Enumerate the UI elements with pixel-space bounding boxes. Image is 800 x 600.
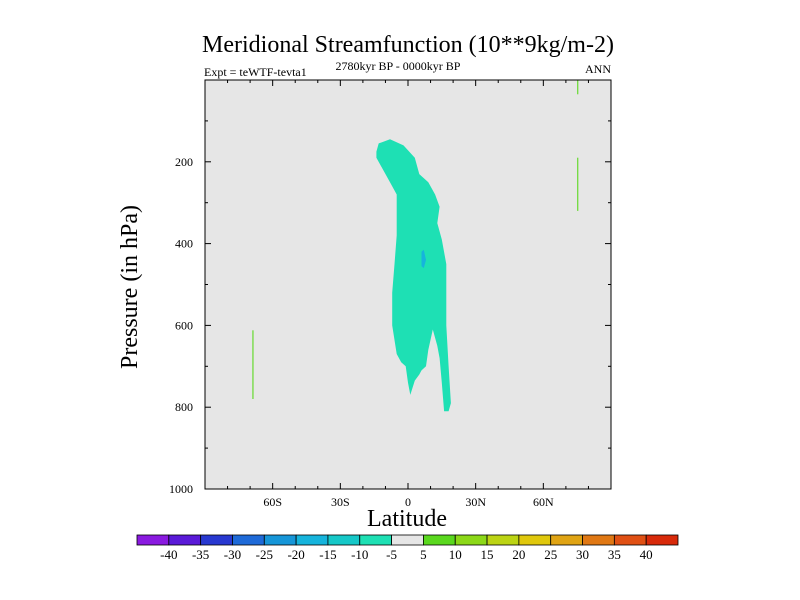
colorbar-swatch [582, 534, 615, 546]
colorbar-label: 35 [608, 547, 621, 562]
colorbar-label: 15 [481, 547, 494, 562]
colorbar-swatch [327, 534, 361, 546]
colorbar-swatch [168, 534, 202, 546]
x-tick-label: 60S [263, 495, 282, 509]
y-tick-label: 600 [175, 318, 193, 332]
contour-region-4 [577, 157, 579, 211]
colorbar-swatch [232, 534, 265, 546]
colorbar-label: -40 [160, 547, 177, 562]
y-tick-label: 400 [175, 237, 193, 251]
colorbar-swatch [136, 534, 170, 546]
x-axis-label: Latitude [367, 506, 447, 532]
colorbar-swatch [200, 534, 233, 546]
colorbar-label: 30 [576, 547, 589, 562]
y-tick-label: 200 [175, 155, 193, 169]
colorbar-swatch [391, 534, 424, 546]
y-tick-label: 1000 [169, 482, 193, 496]
colorbar-label: -25 [256, 547, 273, 562]
y-axis-label: Pressure (in hPa) [117, 205, 143, 369]
colorbar-swatch [486, 534, 520, 546]
x-tick-label: 0 [405, 495, 411, 509]
colorbar-label: 10 [449, 547, 462, 562]
contour-region-2 [252, 330, 254, 399]
colorbar-swatch [423, 534, 456, 546]
chart-title: Meridional Streamfunction (10**9kg/m-2) [202, 32, 614, 58]
x-tick-label: 60N [533, 495, 554, 509]
x-tick-label: 30S [331, 495, 350, 509]
contour-region-1 [421, 249, 426, 269]
center-subtitle: 2780kyr BP - 0000kyr BP [336, 59, 461, 73]
colorbar-label: 20 [512, 547, 525, 562]
colorbar-label: 25 [544, 547, 557, 562]
colorbar-label: -35 [192, 547, 209, 562]
colorbar-label: -30 [224, 547, 241, 562]
colorbar-swatch [613, 534, 647, 546]
axis-ticks: 60S 30S 0 30N 60N 200 400 600 800 1000 [169, 80, 611, 509]
colorbar-label: 40 [640, 547, 653, 562]
colorbar-swatch [550, 534, 583, 546]
colorbar-swatch [263, 534, 297, 546]
x-tick-label: 30N [465, 495, 486, 509]
colorbar-swatch [295, 534, 329, 546]
colorbar: -40 -35 -30 -25 -20 -15 -10 -5 5 10 15 20 25 30 35 40 [136, 534, 679, 562]
colorbar-swatch [454, 534, 488, 546]
left-subtitle: Expt = teWTF-tevta1 [204, 65, 307, 79]
contour-region-3 [577, 80, 579, 95]
colorbar-label: -20 [287, 547, 304, 562]
colorbar-label: 5 [420, 547, 427, 562]
y-tick-label: 800 [175, 400, 193, 414]
colorbar-label: -5 [386, 547, 397, 562]
colorbar-label: -15 [319, 547, 336, 562]
contour-regions [252, 80, 579, 412]
contour-region-0 [376, 139, 451, 412]
colorbar-swatch [645, 534, 679, 546]
colorbar-swatch [359, 534, 392, 546]
colorbar-swatch [518, 534, 552, 546]
colorbar-label: -10 [351, 547, 368, 562]
right-subtitle: ANN [585, 62, 611, 76]
